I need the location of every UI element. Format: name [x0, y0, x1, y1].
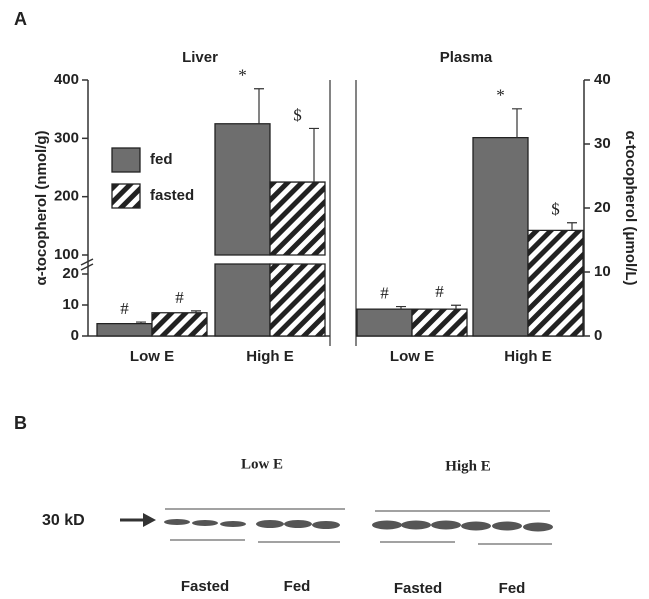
bar — [412, 309, 467, 336]
legend-swatch — [112, 184, 140, 208]
blot-marker-label: 30 kD — [42, 512, 85, 529]
lane-label: Fed — [284, 578, 311, 595]
axis-break — [81, 259, 93, 270]
y-tick-label: 200 — [54, 188, 79, 205]
annotation: # — [120, 299, 129, 318]
annotation: # — [435, 282, 444, 301]
chart-title: Liver — [182, 49, 218, 66]
bar — [215, 124, 270, 336]
error-bar — [512, 109, 522, 138]
legend-swatch — [112, 148, 140, 172]
error-bar — [254, 89, 264, 124]
annotation: * — [238, 66, 247, 85]
y-tick-label: 300 — [54, 129, 79, 146]
y-tick-label: 20 — [62, 265, 79, 282]
annotation: # — [175, 288, 184, 307]
y-axis-label: α-tocopherol (nmol/g) — [33, 130, 50, 285]
chart-title: Plasma — [440, 49, 493, 66]
annotation: * — [496, 86, 505, 105]
figure: A B Low E High E 30 kD Fasted Fed Fasted… — [0, 0, 649, 599]
lane-label: Fasted — [394, 580, 442, 597]
legend-label: fasted — [150, 187, 194, 204]
y-tick-label: 10 — [62, 296, 79, 313]
legend-label: fed — [150, 151, 173, 168]
lane-label: Fasted — [181, 578, 229, 595]
bar — [528, 230, 583, 336]
x-tick-label: Low E — [130, 348, 174, 365]
y-axis-label: α-tocopherol (μmol/L) — [622, 130, 639, 285]
lane-label: Fed — [499, 580, 526, 597]
y-tick-label: 0 — [594, 327, 602, 344]
western-blot: Low E High E 30 kD Fasted Fed Fasted Fed — [42, 456, 553, 597]
x-tick-label: High E — [246, 348, 294, 365]
arrow-head — [143, 513, 156, 527]
error-bar — [309, 128, 319, 182]
blot-group-label: High E — [445, 458, 490, 474]
annotation: $ — [293, 105, 302, 124]
y-tick-label: 400 — [54, 71, 79, 88]
panel-label: A — [14, 9, 27, 29]
error-bar — [567, 223, 577, 231]
x-tick-label: High E — [504, 348, 552, 365]
y-tick-label: 30 — [594, 135, 611, 152]
bar — [357, 309, 412, 336]
annotation: $ — [551, 200, 560, 219]
bar — [473, 138, 528, 336]
bar — [270, 182, 325, 336]
bar — [152, 313, 207, 336]
annotation: # — [380, 283, 389, 302]
y-tick-label: 20 — [594, 199, 611, 216]
blot-group-label: Low E — [241, 456, 283, 472]
bands — [164, 519, 553, 532]
y-tick-label: 0 — [71, 327, 79, 344]
x-tick-label: Low E — [390, 348, 434, 365]
y-tick-label: 40 — [594, 71, 611, 88]
panel-label: B — [14, 413, 27, 433]
y-tick-label: 10 — [594, 263, 611, 280]
y-tick-label: 100 — [54, 246, 79, 263]
bar — [97, 324, 152, 336]
